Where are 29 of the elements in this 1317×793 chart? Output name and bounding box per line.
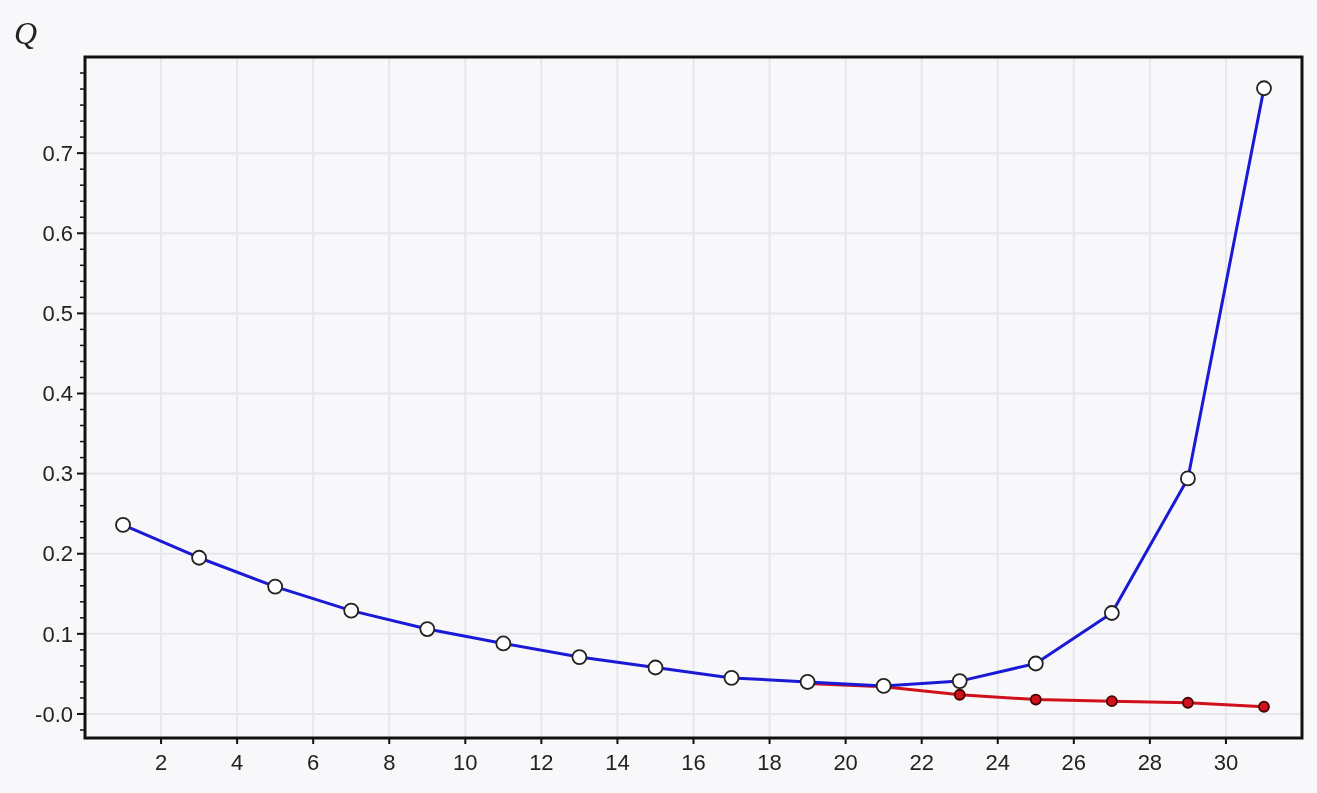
point	[1105, 695, 1118, 708]
x-tick-label: 30	[1213, 750, 1239, 775]
x-tick-label: 28	[1137, 750, 1163, 775]
y-tick-label: 0.4	[42, 381, 73, 407]
y-tick-label: 0.5	[42, 301, 73, 327]
x-tick-label: 12	[529, 750, 554, 775]
y-axis-title: Q	[14, 15, 38, 51]
point	[1182, 696, 1194, 709]
y-tick-label: 0.1	[42, 621, 73, 647]
x-tick-label: 14	[605, 750, 630, 775]
x-tick-label: 18	[757, 750, 782, 775]
point	[1258, 700, 1270, 713]
x-tick-label: 26	[1061, 750, 1087, 775]
x-tick-label: 10	[453, 750, 478, 775]
x-tick-label: 2	[154, 750, 168, 775]
x-tick-label: 8	[383, 750, 396, 775]
point	[953, 688, 966, 701]
x-tick-label: 16	[681, 750, 706, 775]
y-tick-label: 0.2	[42, 541, 73, 567]
x-tick-label: 20	[833, 750, 858, 775]
x-tick-label: 6	[307, 750, 320, 775]
x-tick-label: 24	[985, 750, 1010, 775]
point	[1029, 693, 1042, 706]
x-tick-label: 22	[909, 750, 934, 775]
x-tick-label: 4	[231, 750, 244, 775]
y-tick-label: 0.3	[42, 461, 73, 487]
y-tick-label: 0.6	[42, 220, 73, 246]
y-tick-label: -0.0	[35, 701, 73, 727]
y-tick-label: 0.7	[42, 140, 73, 166]
